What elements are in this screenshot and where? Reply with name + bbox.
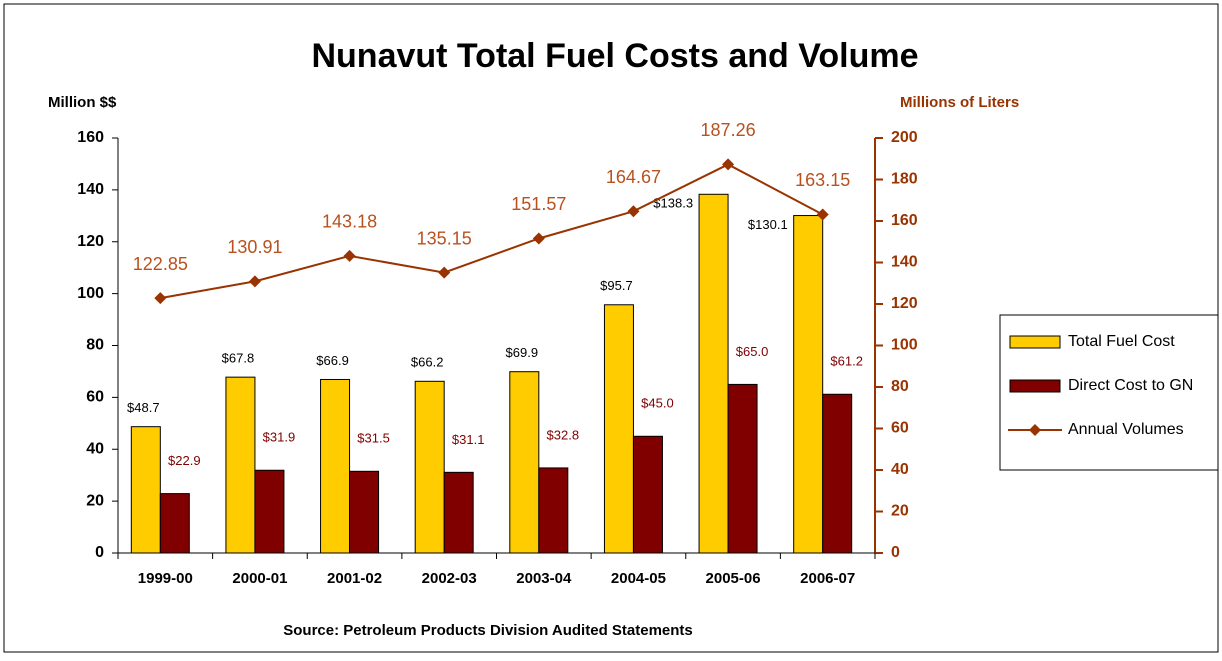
line-marker [627,205,640,218]
bar [349,470,380,554]
y2-tick-label: 140 [891,254,918,271]
line-value-label: 187.26 [701,120,756,140]
bar [443,471,474,554]
y-axis-label: Million $$ [48,94,117,111]
y2-tick-label: 20 [891,503,909,520]
bar [130,426,161,554]
x-tick-label: 2001-02 [327,570,382,587]
line-marker [816,208,829,221]
line-value-label: 130.91 [227,237,282,257]
bar-value-label: $69.9 [506,345,539,360]
y-tick-label: 160 [77,129,104,146]
bar-value-label: $95.7 [600,278,633,293]
bar [822,393,853,554]
bar-value-label: $22.9 [168,453,201,468]
y2-tick-label: 200 [891,129,918,146]
y-tick-label: 140 [77,181,104,198]
bar-value-label: $45.0 [641,396,674,411]
bar [698,193,729,554]
bar-value-label: $130.1 [748,217,788,232]
bar [603,304,634,554]
bar [225,376,256,554]
y2-tick-label: 100 [891,337,918,354]
line-marker [438,266,451,279]
y-tick-label: 60 [86,389,104,406]
legend-label: Annual Volumes [1068,421,1184,438]
y-tick-label: 120 [77,233,104,250]
bar-value-label: $138.3 [653,196,693,211]
x-tick-label: 2002-03 [422,570,477,587]
line-marker [722,158,735,171]
x-tick-label: 2003-04 [516,570,572,587]
bar-value-label: $31.9 [263,430,296,445]
bar [538,467,569,554]
y2-tick-label: 80 [891,378,909,395]
line-value-label: 143.18 [322,212,377,232]
line-marker [248,275,261,288]
y-tick-label: 80 [86,337,104,354]
x-tick-label: 2000-01 [232,570,287,587]
bar [254,469,285,554]
chart-title: Nunavut Total Fuel Costs and Volume [311,37,918,75]
legend-swatch [1009,335,1061,349]
y2-tick-label: 180 [891,171,918,188]
bar [509,371,540,554]
y2-tick-label: 0 [891,544,900,561]
bar-value-label: $65.0 [736,344,769,359]
y2-tick-label: 160 [891,212,918,229]
line-marker [532,232,545,245]
y2-tick-label: 120 [891,295,918,312]
y-tick-label: 20 [86,492,104,509]
bar [159,493,190,554]
bar [320,378,351,554]
bar-value-label: $66.9 [316,353,349,368]
bar [632,435,663,554]
bar [727,383,758,554]
y-tick-label: 40 [86,440,104,457]
y2-axis-label: Millions of Liters [900,94,1019,111]
bar-value-label: $48.7 [127,400,160,415]
line-value-label: 122.85 [133,254,188,274]
legend-label: Direct Cost to GN [1068,377,1193,394]
bar-value-label: $61.2 [830,354,863,369]
bar-value-label: $66.2 [411,355,444,370]
bar [793,215,824,554]
legend-swatch [1009,379,1061,393]
bar-value-label: $31.1 [452,432,485,447]
bar-value-label: $32.8 [547,427,580,442]
x-tick-label: 2004-05 [611,570,666,587]
bar [414,380,445,554]
x-tick-label: 1999-00 [138,570,193,587]
source-note: Source: Petroleum Products Division Audi… [283,622,693,639]
x-tick-label: 2006-07 [800,570,855,587]
y-tick-label: 100 [77,285,104,302]
y-tick-label: 0 [95,544,104,561]
line-marker [343,249,356,262]
line-value-label: 151.57 [511,194,566,214]
line-value-label: 163.15 [795,170,850,190]
legend-label: Total Fuel Cost [1068,333,1175,350]
line-marker [154,292,167,305]
legend-swatch [1029,424,1041,436]
bar-value-label: $31.5 [357,431,390,446]
line-value-label: 135.15 [417,228,472,248]
line-value-label: 164.67 [606,167,661,187]
y2-tick-label: 60 [891,420,909,437]
line-series [160,163,824,300]
y2-tick-label: 40 [891,461,909,478]
x-tick-label: 2005-06 [706,570,761,587]
bar-value-label: $67.8 [222,351,255,366]
